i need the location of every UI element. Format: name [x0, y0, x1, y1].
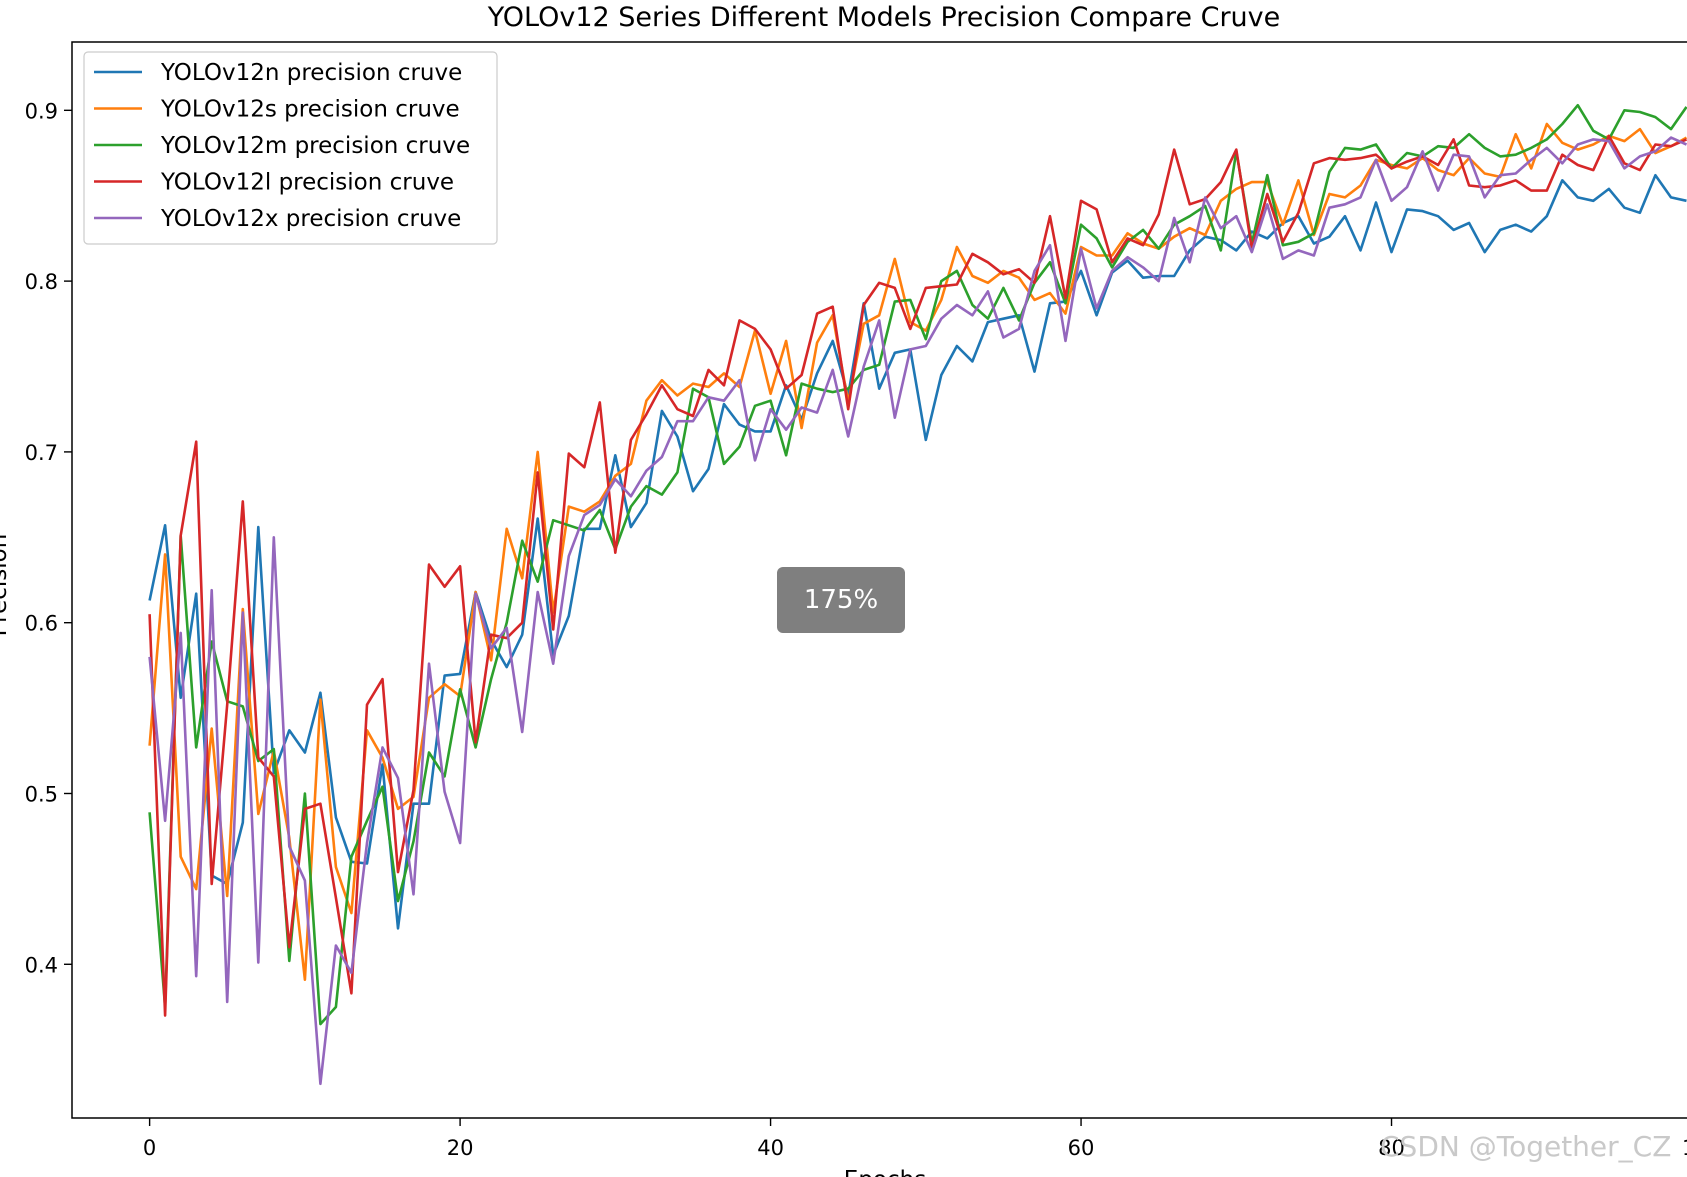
x-tick-label: 80: [1378, 1136, 1405, 1160]
legend-label: YOLOv12m precision cruve: [160, 133, 470, 159]
series-line-2: [148, 122, 1687, 982]
legend-label: YOLOv12l precision cruve: [160, 170, 454, 196]
legend-label: YOLOv12x precision cruve: [160, 206, 461, 232]
x-axis-label: Epochs: [844, 1167, 926, 1177]
legend: YOLOv12n precision cruve YOLOv12s precisi…: [83, 51, 498, 245]
series-line-5: [148, 136, 1687, 1086]
y-axis-label: Precision: [0, 534, 12, 637]
zoom-indicator: 175%: [777, 567, 905, 633]
series-line-3: [148, 103, 1687, 1026]
y-tick-label: 0.8: [25, 270, 58, 294]
y-tick-label: 0.4: [25, 953, 58, 977]
legend-label: YOLOv12n precision cruve: [160, 60, 462, 86]
x-tick-label: 60: [1068, 1136, 1095, 1160]
plot-lines: [148, 103, 1687, 1086]
y-tick-label: 0.7: [25, 441, 58, 465]
x-tick-label: 100: [1682, 1136, 1687, 1160]
x-tick-label: 0: [143, 1136, 156, 1160]
y-tick-label: 0.5: [25, 782, 58, 806]
y-tick-label: 0.9: [25, 99, 58, 123]
chart-title: YOLOv12 Series Different Models Precisio…: [487, 2, 1281, 33]
legend-frame: [83, 51, 498, 245]
y-axis-ticks: 0.4 0.5 0.6 0.7 0.8 0.9: [25, 99, 72, 977]
x-tick-label: 40: [757, 1136, 784, 1160]
x-tick-label: 20: [447, 1136, 474, 1160]
legend-label: YOLOv12s precision cruve: [160, 97, 460, 123]
watermark: CSDN @Together_CZ: [1380, 1130, 1672, 1163]
y-tick-label: 0.6: [25, 612, 58, 636]
plot-frame: [71, 41, 1687, 1119]
x-axis-ticks: 0 20 40 60 80 100: [143, 1118, 1687, 1160]
